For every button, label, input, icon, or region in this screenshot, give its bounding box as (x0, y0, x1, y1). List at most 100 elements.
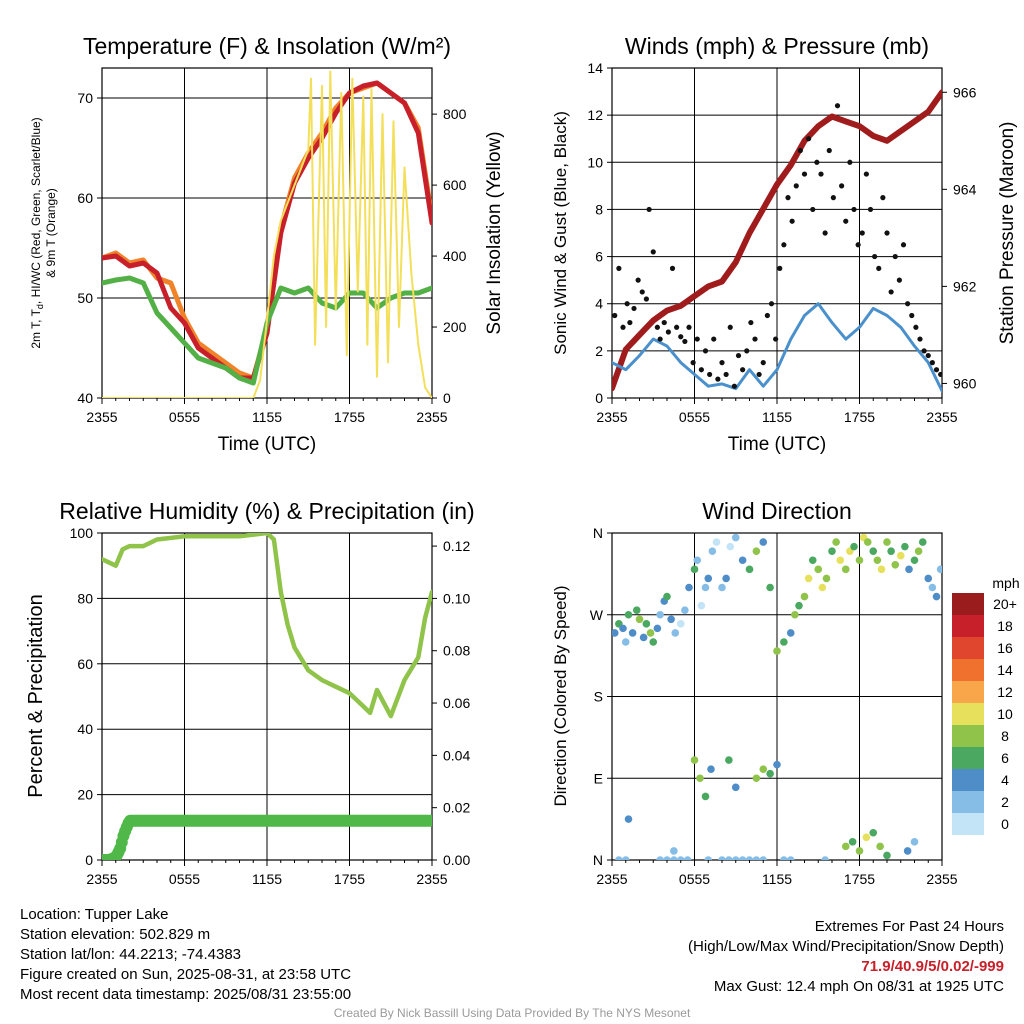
direction-point (863, 538, 872, 546)
direction-point (612, 629, 619, 637)
y-axis-label: Percent & Precipitation (25, 594, 47, 797)
direction-point (914, 547, 923, 555)
y-tick-label: W (590, 607, 604, 623)
y2-tick-label: 400 (443, 248, 467, 264)
direction-point (619, 624, 627, 633)
direction-point (718, 583, 726, 592)
direction-point (635, 615, 644, 624)
x-tick-label: 1155 (762, 409, 792, 425)
y-axis-label: Sonic Wind & Gust (Blue, Black) (551, 111, 570, 355)
direction-point (685, 583, 693, 592)
x-tick-label: 0555 (169, 409, 200, 425)
direction-point (738, 856, 747, 860)
gust-point (764, 312, 770, 319)
direction-point (869, 547, 878, 555)
direction-point (621, 856, 630, 860)
direction-point (676, 856, 685, 860)
direction-point (681, 606, 689, 615)
gust-point (678, 334, 684, 340)
gust-point (851, 206, 857, 213)
gust-point (694, 336, 700, 342)
x-tick-label: 1755 (844, 871, 875, 887)
direction-point (708, 547, 717, 555)
direction-point (932, 592, 941, 601)
extremes-subtitle: (High/Low/Max Wind/Precipitation/Snow De… (688, 938, 1004, 955)
direction-point (670, 856, 678, 860)
direction-point (887, 547, 895, 555)
direction-point (663, 856, 671, 860)
wind-series-wind (612, 302, 942, 393)
y2-tick-label: 0 (443, 390, 451, 406)
legend-title: mph (992, 575, 1019, 591)
legend-swatch (952, 813, 984, 835)
gust-point (789, 218, 795, 224)
gust-point (855, 242, 861, 248)
gust-point (777, 265, 783, 271)
direction-point (924, 574, 933, 583)
direction-point (836, 556, 845, 565)
direction-point (759, 538, 768, 546)
y-tick-label: N (593, 852, 603, 868)
y-tick-label: N (593, 525, 603, 541)
y2-tick-label: 600 (443, 177, 467, 193)
direction-point (841, 565, 850, 574)
direction-point (722, 574, 730, 583)
gust-point (735, 352, 742, 359)
gust-point (806, 136, 812, 142)
y2-tick-label: 200 (443, 319, 467, 335)
x-tick-label: 2355 (86, 871, 117, 887)
direction-point (928, 583, 937, 592)
gust-point (616, 265, 622, 271)
chart-title: Winds (mph) & Pressure (mb) (625, 33, 929, 59)
gust-point (888, 289, 894, 295)
panel-wind: Winds (mph) & Pressure (mb) 2355 0555 1155 1… (551, 33, 1018, 455)
legend-swatch (952, 703, 984, 725)
x-tick-label: 1155 (252, 409, 282, 425)
direction-point (786, 629, 795, 637)
direction-point (624, 610, 633, 619)
legend-swatch (952, 681, 984, 703)
direction-point (649, 638, 658, 646)
direction-point (828, 547, 836, 555)
gust-point (719, 360, 725, 366)
gust-point (892, 253, 898, 260)
gust-point (631, 305, 637, 312)
x-tick-label: 0555 (169, 871, 200, 887)
gust-point (665, 329, 671, 335)
gust-point (620, 324, 626, 330)
y-tick-label: 0 (85, 852, 93, 868)
direction-point (791, 610, 799, 619)
direction-point (780, 638, 788, 646)
direction-point (704, 574, 713, 583)
direction-point (910, 838, 919, 846)
x-tick-label: 1755 (844, 409, 875, 425)
gust-point (917, 336, 923, 342)
direction-point (725, 756, 733, 764)
direction-point (855, 556, 864, 565)
legend-label: 16 (997, 640, 1013, 656)
y-tick-label: 60 (77, 656, 93, 672)
y2-tick-label: 0.06 (443, 695, 470, 711)
legend-swatch (952, 615, 984, 637)
credit-label: Created By Nick Bassill Using Data Provi… (333, 1006, 691, 1020)
direction-point (690, 565, 699, 574)
gust-point (756, 371, 762, 378)
gust-point (826, 147, 832, 154)
gust-point (624, 301, 630, 307)
direction-point (766, 769, 774, 778)
direction-point (704, 856, 713, 860)
legend-label: 2 (1001, 794, 1009, 810)
y-tick-label: 40 (77, 721, 93, 737)
direction-point (701, 792, 710, 801)
y-tick-label: 6 (595, 249, 603, 265)
direction-point (910, 556, 919, 565)
gust-point (905, 301, 911, 307)
direction-point (891, 560, 900, 569)
direction-point (712, 538, 721, 546)
gust-point (847, 159, 853, 165)
x-tick-label: 1155 (252, 871, 282, 887)
y-tick-label: 12 (587, 107, 603, 123)
y-tick-label: 8 (595, 201, 603, 217)
legend-label: 14 (997, 662, 1013, 678)
direction-point (676, 620, 685, 628)
